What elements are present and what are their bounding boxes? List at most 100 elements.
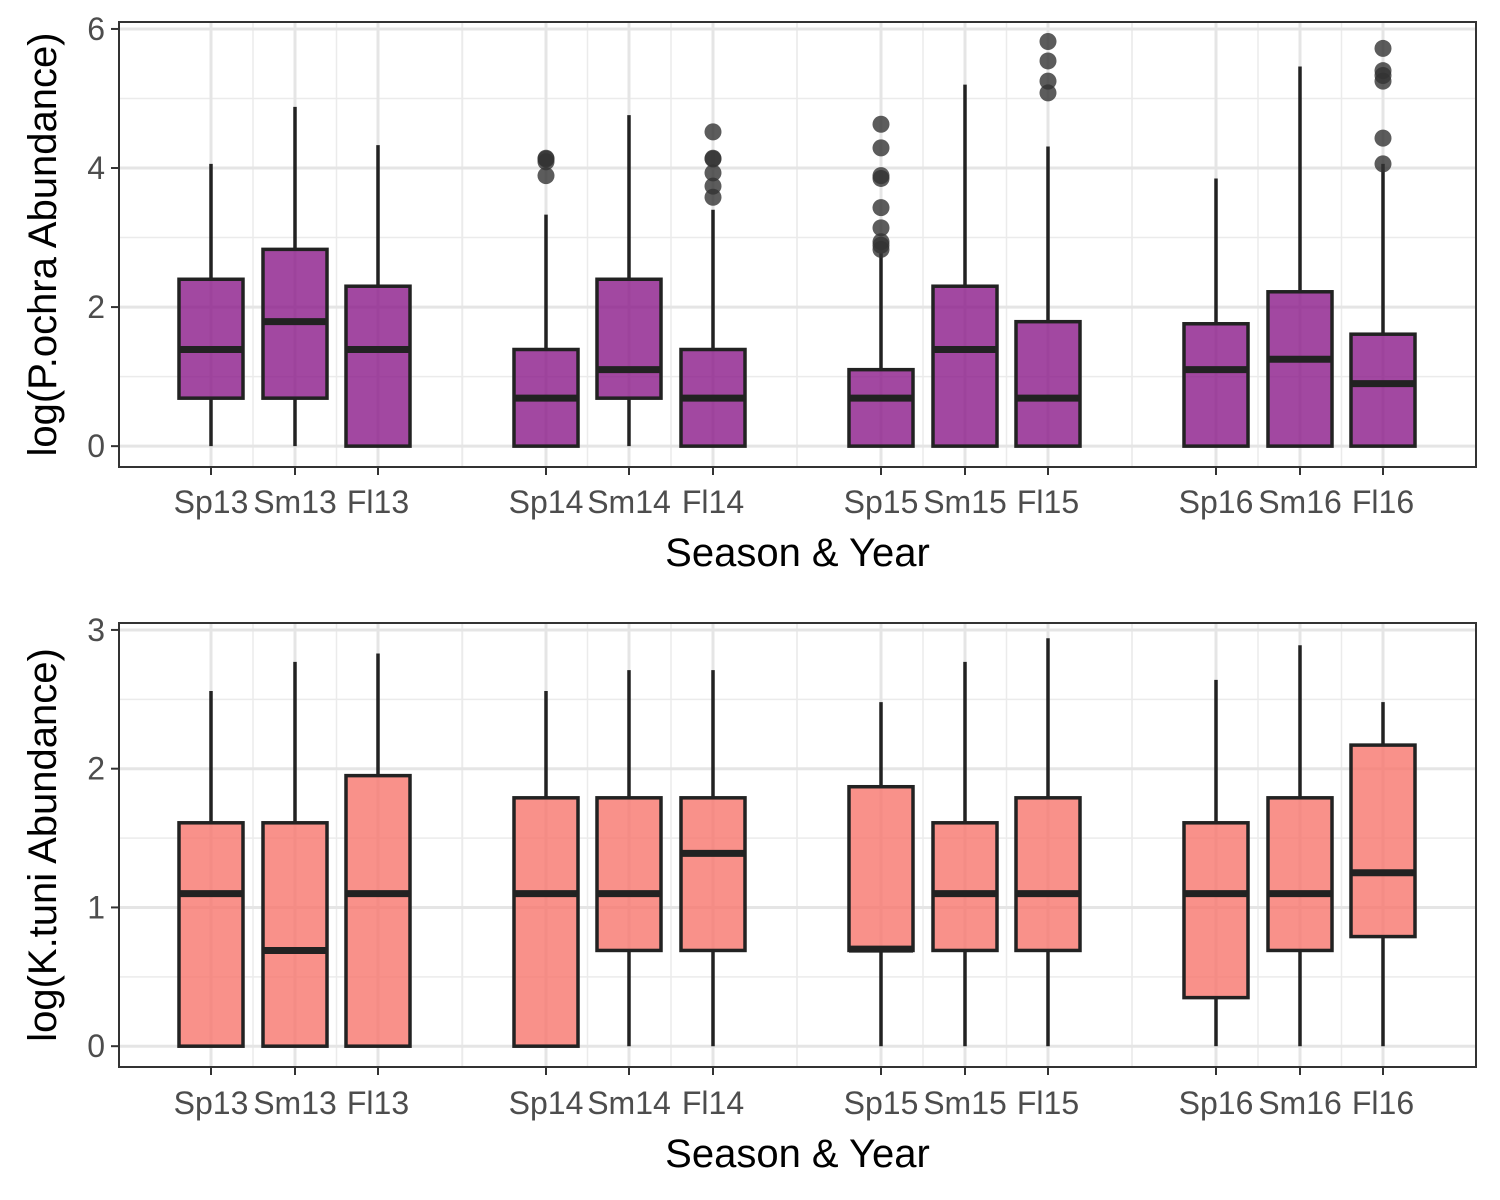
x-tick-label: Fl15 (1017, 484, 1079, 520)
box-Sm14 (595, 115, 663, 447)
box-Sm15 (931, 84, 999, 448)
x-tick-label: Fl14 (682, 484, 744, 520)
box-iqr (847, 784, 915, 953)
y-tick-label: 2 (87, 751, 105, 787)
box-Sp14 (512, 149, 580, 448)
outlier-point (537, 167, 555, 185)
box-Fl14 (679, 670, 747, 1047)
box-Sm13 (261, 106, 329, 447)
x-tick-label: Fl13 (347, 1085, 409, 1121)
x-tick-label: Fl14 (682, 1085, 744, 1121)
y-tick-label: 4 (87, 150, 105, 186)
box-iqr (344, 284, 412, 448)
outlier-point (1039, 32, 1057, 50)
y-tick-label: 2 (87, 289, 105, 325)
box-iqr (1266, 290, 1334, 448)
x-tick-label: Sm16 (1258, 1085, 1342, 1121)
box-Sp15 (847, 115, 915, 448)
box-iqr (177, 821, 245, 1048)
outlier-point (872, 139, 890, 157)
x-tick-label: Sm15 (923, 484, 1007, 520)
x-tick-label: Fl13 (347, 484, 409, 520)
x-tick-label: Sp15 (844, 1085, 919, 1121)
outlier-point (704, 164, 722, 182)
outlier-point (1374, 39, 1392, 57)
outlier-point (1374, 129, 1392, 147)
outlier-point (1039, 72, 1057, 90)
box-Sm15 (931, 661, 999, 1047)
box-iqr (344, 773, 412, 1048)
box-iqr (595, 796, 663, 953)
box-Fl16 (1349, 702, 1417, 1047)
box-Sp16 (1182, 679, 1250, 1047)
outlier-point (872, 219, 890, 237)
x-tick-label: Sm13 (253, 484, 337, 520)
box-iqr (931, 284, 999, 448)
box-Fl16 (1349, 39, 1417, 448)
x-tick-label: Sm13 (253, 1085, 337, 1121)
box-Fl15 (1014, 32, 1082, 448)
y-tick-label: 3 (87, 612, 105, 648)
box-iqr (1349, 332, 1417, 448)
box-Sm16 (1266, 66, 1334, 448)
box-iqr (261, 821, 329, 1048)
outlier-point (872, 233, 890, 251)
y-axis-title: log(K.tuni Abundance) (21, 648, 65, 1042)
box-Sm13 (261, 661, 329, 1048)
x-tick-label: Fl15 (1017, 1085, 1079, 1121)
box-Sp13 (177, 690, 245, 1048)
box-iqr (931, 821, 999, 953)
box-iqr (1014, 796, 1082, 953)
y-tick-label: 1 (87, 889, 105, 925)
x-tick-label: Sm14 (587, 484, 671, 520)
box-iqr (512, 796, 580, 1048)
x-tick-label: Sp14 (509, 1085, 584, 1121)
outlier-point (1374, 155, 1392, 173)
box-iqr (1182, 322, 1250, 448)
x-tick-label: Sp16 (1179, 484, 1254, 520)
y-axis-title: log(P.ochra Abundance) (21, 32, 65, 456)
box-Fl14 (679, 123, 747, 448)
x-tick-label: Fl16 (1352, 484, 1414, 520)
box-iqr (847, 367, 915, 448)
box-iqr (679, 796, 747, 953)
box-Sp14 (512, 690, 580, 1048)
box-Fl13 (344, 145, 412, 448)
box-Sp13 (177, 163, 245, 447)
y-tick-label: 0 (87, 428, 105, 464)
box-Sp16 (1182, 178, 1250, 448)
box-iqr (1349, 743, 1417, 939)
box-Sp15 (847, 702, 915, 1047)
panel-border (118, 21, 1477, 468)
box-iqr (1182, 821, 1250, 1000)
x-axis-title: Season & Year (665, 531, 930, 575)
box-Sm16 (1266, 645, 1334, 1047)
outlier-point (704, 177, 722, 195)
box-Sm14 (595, 670, 663, 1047)
outlier-point (704, 123, 722, 141)
x-tick-label: Sm14 (587, 1085, 671, 1121)
outlier-point (872, 167, 890, 185)
box-iqr (1014, 319, 1082, 448)
box-iqr (1266, 796, 1334, 953)
box-Fl15 (1014, 638, 1082, 1047)
panel-border (118, 622, 1477, 1068)
x-tick-label: Sp16 (1179, 1085, 1254, 1121)
y-tick-label: 0 (87, 1028, 105, 1064)
x-tick-label: Sm15 (923, 1085, 1007, 1121)
x-tick-label: Sm16 (1258, 484, 1342, 520)
outlier-point (872, 115, 890, 133)
y-tick-label: 6 (87, 11, 105, 47)
outlier-point (1039, 52, 1057, 70)
x-tick-label: Sp13 (174, 1085, 249, 1121)
outlier-point (704, 149, 722, 167)
box-Fl13 (344, 653, 412, 1048)
box-iqr (595, 277, 663, 400)
x-tick-label: Fl16 (1352, 1085, 1414, 1121)
box-iqr (177, 277, 245, 400)
outlier-point (537, 149, 555, 167)
outlier-point (1374, 62, 1392, 80)
x-tick-label: Sp15 (844, 484, 919, 520)
outlier-point (872, 199, 890, 217)
